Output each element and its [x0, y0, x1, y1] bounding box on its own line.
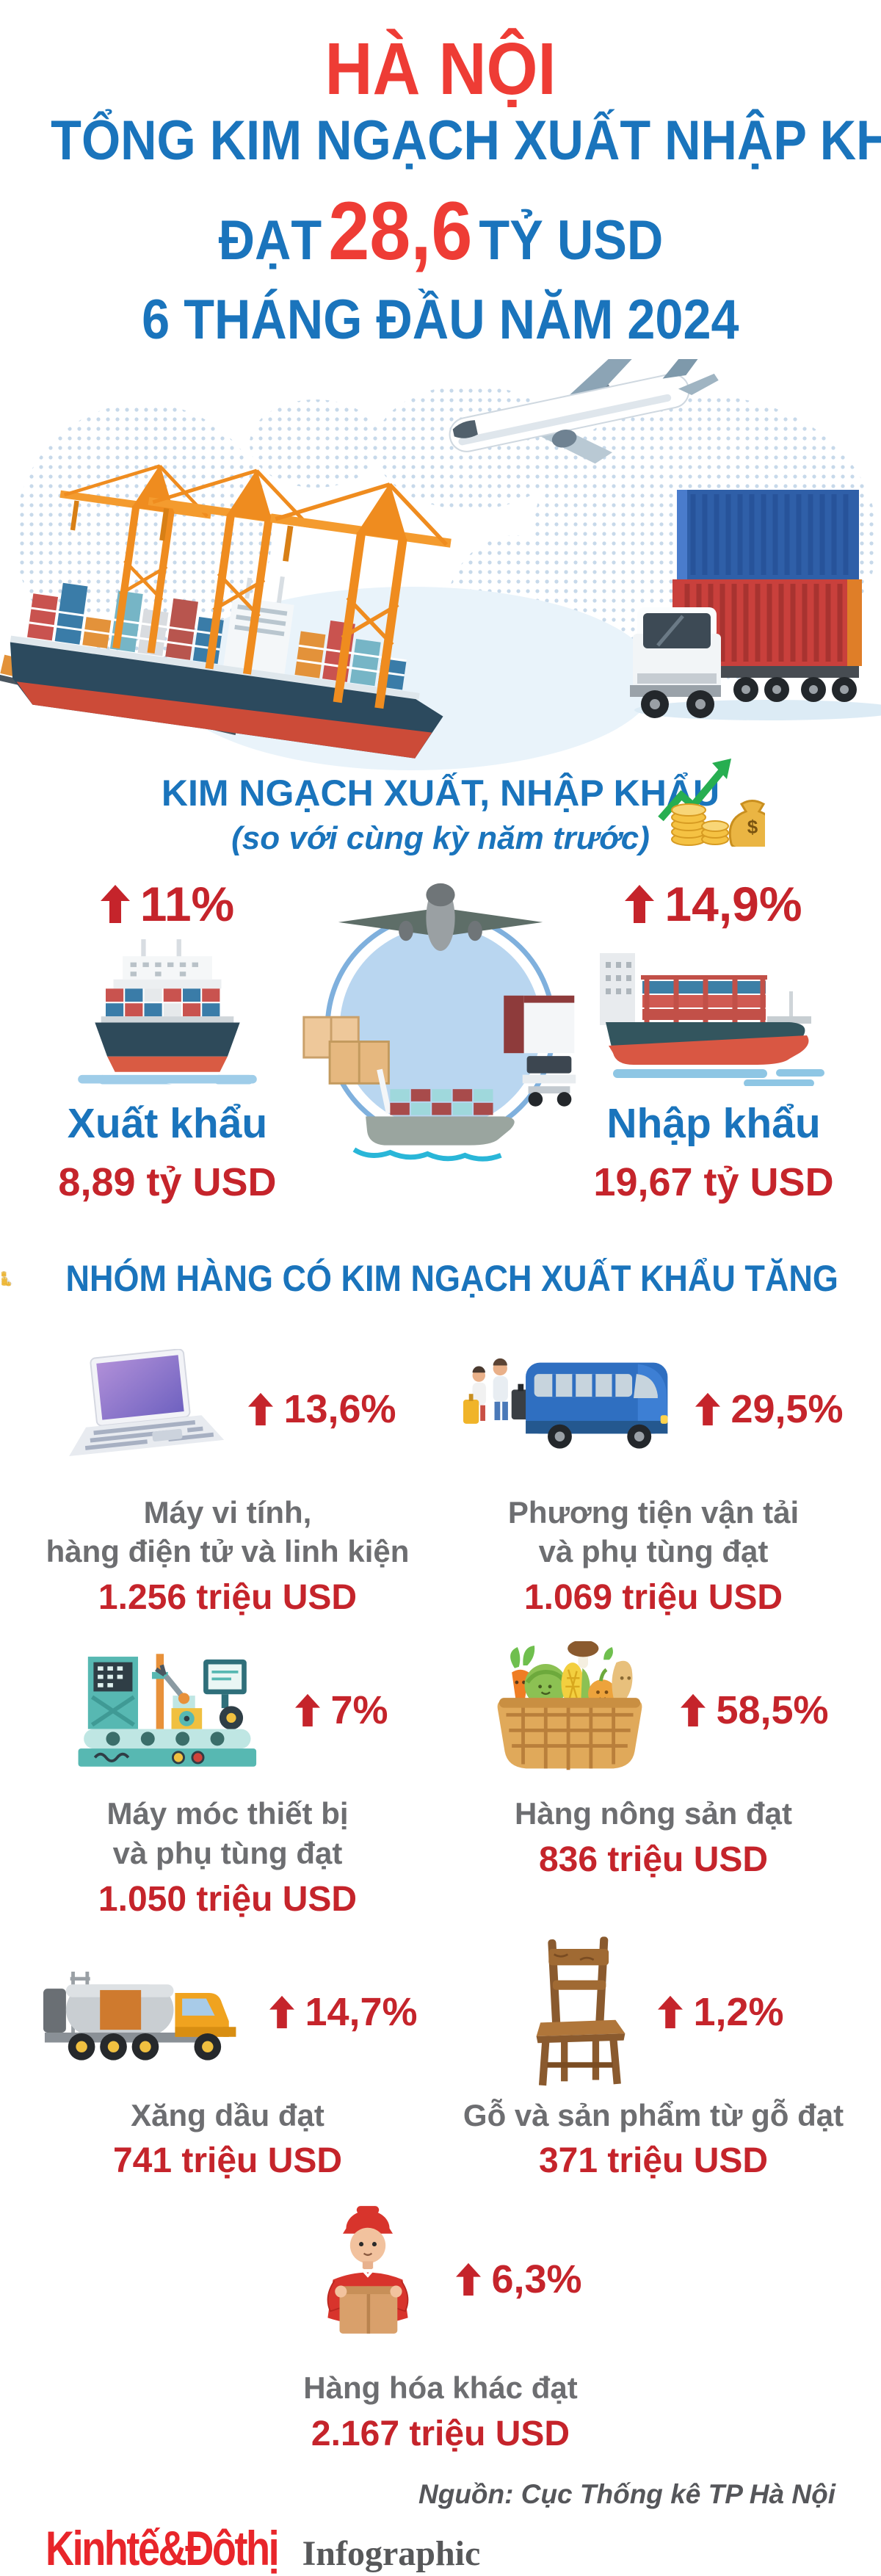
grid-row-2: 7% Máy móc thiết bị và phụ tùng đạt 1.05… — [15, 1637, 866, 1920]
truck-cab-yellow — [175, 1992, 236, 2037]
svg-text:$: $ — [747, 816, 758, 838]
grid-row-4: 6,3% Hàng hóa khác đạt 2.167 triệu USD — [15, 2200, 866, 2454]
basket — [498, 1698, 642, 1770]
brand-name: Kinhtế&Đôthị — [46, 2521, 280, 2576]
trade-cycle-svg — [302, 883, 576, 1162]
coins-stack-icon: $ $ $ — [1, 1271, 12, 1286]
vegetables — [510, 1641, 633, 1708]
page-title-line1: TỔNG KIM NGẠCH XUẤT NHẬP KHẨU — [51, 109, 881, 172]
wooden-chair-icon — [537, 1936, 626, 2085]
up-arrow-icon — [269, 1995, 295, 2028]
up-arrow-icon — [248, 1392, 274, 1425]
brand-logo: Kinhtế&Đôthị Infographic — [46, 2520, 835, 2576]
plane-front-icon — [338, 883, 543, 951]
delivery-man-icon — [327, 2206, 409, 2334]
export-ship-icon — [78, 939, 257, 1085]
export-label: Xuất khẩu — [67, 1099, 268, 1147]
summary-stats: 11% — [0, 876, 881, 1205]
item-computers: 13,6% Máy vi tính, hàng điện tử và linh … — [15, 1336, 440, 1618]
money-bag-icon: $ — [728, 799, 765, 847]
footer: Nguồn: Cục Thống kê TP Hà Nội Kinhtế&Đôt… — [0, 2479, 881, 2576]
svg-text:$: $ — [4, 1278, 5, 1279]
up-arrow-icon — [625, 884, 655, 923]
up-arrow-icon — [658, 1995, 684, 2028]
import-stat: 14,9% — [584, 876, 843, 1205]
up-arrow-icon — [695, 1392, 721, 1425]
item-other-goods: 6,3% Hàng hóa khác đạt 2.167 triệu USD — [228, 2200, 653, 2454]
up-arrow-icon — [681, 1694, 706, 1727]
airplane-illustration — [449, 358, 719, 463]
svg-text:$: $ — [8, 1282, 10, 1284]
passengers — [463, 1358, 531, 1424]
grid-row-1: 13,6% Máy vi tính, hàng điện tử và linh … — [15, 1336, 866, 1618]
groups-header: $ $ $ NHÓM HÀNG CÓ KIM NGẠCH XUẤT KHẨU T… — [0, 1240, 881, 1317]
port-logistics-illustration — [0, 358, 881, 770]
cargo-boxes-icon — [302, 1016, 390, 1085]
grid-row-3: 14,7% Xăng dầu đạt 741 triệu USD — [15, 1936, 866, 2182]
import-ship-icon — [600, 953, 824, 1087]
up-arrow-icon — [100, 884, 130, 923]
groups-grid: 13,6% Máy vi tính, hàng điện tử và linh … — [15, 1336, 866, 2455]
source-credit: Nguồn: Cục Thống kê TP Hà Nội — [418, 2479, 835, 2510]
title-block: HÀ NỘI TỔNG KIM NGẠCH XUẤT NHẬP KHẨU ĐẠT… — [0, 0, 881, 355]
export-stat: 11% — [38, 876, 297, 1205]
bus — [526, 1362, 668, 1449]
item-wood: 1,2% Gỗ và sản phẩm từ gỗ đạt 371 triệu … — [440, 1936, 866, 2182]
truck-front-icon — [504, 995, 576, 1107]
page-title-city: HÀ NỘI — [325, 28, 556, 110]
total-value: 28,6 — [327, 184, 472, 277]
container-ship-icon — [352, 1068, 515, 1162]
summary-subtitle: (so với cùng kỳ năm trước) — [231, 820, 650, 856]
export-ship-containers — [106, 988, 220, 1017]
up-arrow-icon — [295, 1694, 321, 1727]
money-growth-icon: $ — [658, 758, 765, 847]
up-arrow-icon — [456, 2262, 482, 2295]
item-transport: 29,5% Phương tiện vận tải và phụ tùng đạ… — [440, 1336, 866, 1618]
import-change: 14,9% — [584, 876, 843, 932]
fuel-truck-icon — [43, 1971, 236, 2061]
truck-cab — [630, 607, 721, 718]
trade-cycle-illustration — [297, 876, 584, 1171]
container-truck-illustration — [630, 489, 881, 720]
page-title-line2: ĐẠT28,6 TỶ USD — [218, 184, 663, 277]
export-value: 8,89 tỷ USD — [58, 1159, 277, 1204]
laptop-icon — [69, 1348, 225, 1456]
import-label: Nhập khẩu — [606, 1099, 821, 1147]
item-machinery: 7% Máy móc thiết bị và phụ tùng đạt 1.05… — [15, 1637, 440, 1920]
groups-title: NHÓM HÀNG CÓ KIM NGẠCH XUẤT KHẨU TĂNG — [65, 1257, 838, 1299]
svg-text:$: $ — [4, 1272, 5, 1273]
coin-stack — [671, 803, 729, 846]
item-petroleum: 14,7% Xăng dầu đạt 741 triệu USD — [15, 1939, 440, 2182]
page-title-line3: 6 THÁNG ĐẦU NĂM 2024 — [142, 288, 739, 351]
hero-illustration — [0, 358, 881, 770]
produce-basket-icon — [498, 1641, 642, 1770]
item-agriculture: 58,5% Hàng nông sản đạt 836 triệu USD — [440, 1637, 866, 1920]
bus-passengers-icon — [463, 1358, 668, 1449]
import-value: 19,67 tỷ USD — [593, 1159, 834, 1204]
cargo-ship-illustration — [10, 433, 474, 759]
brand-suffix: Infographic — [302, 2534, 481, 2574]
export-change: 11% — [38, 876, 297, 932]
summary-section: KIM NGẠCH XUẤT, NHẬP KHẨU (so với cùng k… — [0, 758, 881, 1205]
summary-title: KIM NGẠCH XUẤT, NHẬP KHẨU — [161, 772, 720, 814]
machinery-icon — [79, 1654, 257, 1767]
import-ship-containers — [641, 975, 767, 1023]
